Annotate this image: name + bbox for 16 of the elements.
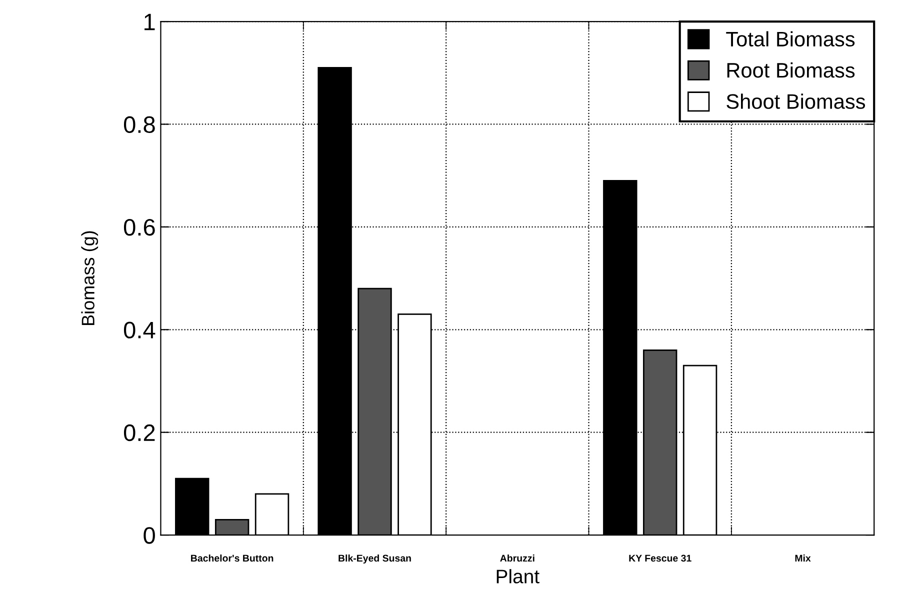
x-tick-label: Bachelor's Button: [191, 554, 274, 562]
legend-label: Shoot Biomass: [726, 94, 866, 109]
y-tick-label: 0.2: [124, 424, 155, 442]
y-tick-label: 0.4: [124, 322, 156, 338]
x-tick-label: Mix: [795, 554, 811, 562]
legend-label: Root Biomass: [727, 62, 855, 78]
x-tick-label: KY Fescue 31: [629, 554, 692, 562]
x-tick-label: Blk-Eyed Susan: [338, 554, 411, 564]
y-tick-label: 0.6: [124, 219, 155, 236]
y-tick-label: 1: [144, 14, 155, 30]
y-tick-label: 0.8: [124, 116, 155, 134]
x-tick-label: Abruzzi: [500, 554, 534, 562]
x-axis-title: Plant: [496, 569, 540, 584]
legend-label: Total Biomass: [726, 31, 855, 47]
y-tick-label: 0: [144, 527, 155, 544]
y-axis-title: Biomass (g): [81, 231, 98, 325]
